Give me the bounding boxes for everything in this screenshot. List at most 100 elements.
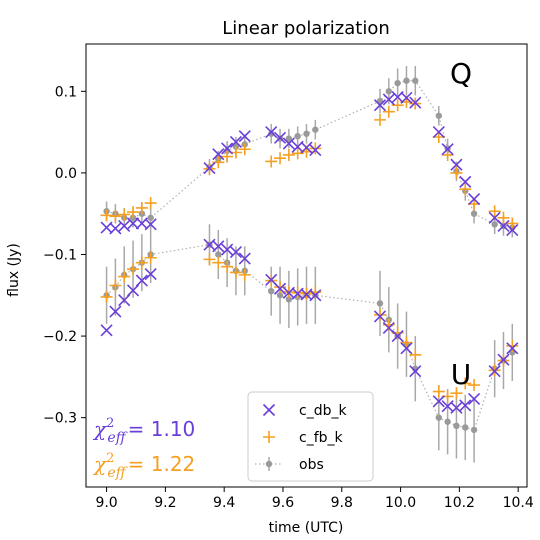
c-fb-k-q-point	[309, 142, 322, 155]
panel-label-u: U	[451, 358, 472, 391]
obs-u-point	[376, 300, 384, 307]
obs-u-point	[453, 422, 460, 430]
obs-q-point	[385, 88, 393, 95]
c-db-k-u-point	[100, 324, 113, 337]
chi-subscript: eff	[107, 465, 127, 481]
y-tick-label: 0.0	[55, 166, 77, 182]
c-db-k-u-point	[229, 245, 243, 259]
obs-u-point	[435, 414, 442, 421]
c-fb-k-q-point	[265, 155, 278, 168]
legend-label: c_fb_k	[299, 430, 344, 446]
x-tick-label: 9.8	[331, 495, 353, 511]
c-fb-k-q-point	[497, 211, 510, 224]
chi-value: = 1.10	[128, 417, 196, 441]
legend-entry-c-fb-k: c_fb_k	[263, 430, 344, 446]
obs-q-point	[147, 214, 154, 221]
obs-u-point	[444, 418, 451, 425]
legend-label: c_db_k	[299, 403, 347, 419]
c-db-k-u-point	[506, 342, 519, 355]
c-db-k-u-point	[212, 240, 225, 253]
x-axis-label: time (UTC)	[269, 520, 344, 536]
chi-subscript: eff	[107, 430, 127, 446]
x-tick-label: 10.4	[503, 495, 534, 511]
x-tick-label: 9.6	[272, 495, 294, 511]
x-tick-label: 9.4	[213, 495, 235, 511]
c-fb-k-u-point	[221, 260, 234, 273]
c-db-k-q-point	[273, 131, 287, 144]
c-fb-k-q-point	[374, 113, 386, 126]
c-fb-k-u-point	[400, 336, 413, 349]
obs-q-point	[394, 79, 401, 87]
c-db-k-q-point	[126, 217, 140, 230]
c-db-k-q-point	[221, 142, 234, 155]
c-fb-k-q-point	[441, 148, 454, 161]
c-db-k-u-point	[126, 284, 140, 297]
c-db-k-u-point	[391, 330, 404, 343]
c-db-k-u-point	[459, 399, 472, 412]
c-fb-k-u-point	[468, 379, 481, 392]
c-db-k-q-point	[432, 126, 445, 139]
obs-q-point	[303, 130, 310, 137]
obs-q-point	[268, 130, 275, 137]
c-db-k-u-point	[135, 274, 148, 287]
c-fb-k-u-point	[212, 256, 225, 269]
c-fb-k-u-point	[506, 339, 519, 352]
c-fb-k-u-point	[100, 290, 113, 303]
c-db-k-q-point	[282, 137, 295, 150]
c-db-k-u-point	[273, 282, 287, 295]
panel-label-q: Q	[450, 57, 472, 90]
axes-frame	[85, 43, 528, 488]
c-db-k-q-point	[382, 93, 395, 106]
c-fb-k-u-point	[118, 270, 131, 283]
c-fb-k-q-series	[100, 95, 519, 230]
c-db-k-q-point	[497, 219, 510, 232]
c-fb-k-q-point	[488, 205, 501, 218]
obs-u-line	[106, 244, 513, 431]
c-fb-k-u-point	[459, 377, 472, 390]
legend-marker	[262, 403, 276, 417]
c-db-k-u-point	[118, 294, 131, 307]
c-db-k-u-point	[488, 365, 501, 378]
x-tick-label: 9.0	[95, 495, 117, 511]
c-fb-k-q-point	[274, 152, 287, 165]
obs-u-point	[285, 296, 293, 303]
c-fb-k-q-point	[506, 217, 519, 230]
legend-box	[247, 391, 374, 482]
c-fb-k-u-point	[238, 268, 251, 281]
y-tick-label: 0.1	[55, 84, 77, 100]
c-db-k-q-point	[109, 222, 122, 235]
c-db-k-q-point	[373, 99, 387, 112]
c-db-k-u-point	[144, 268, 157, 281]
c-db-k-q-point	[118, 219, 131, 232]
c-db-k-u-point	[468, 392, 481, 405]
x-tick-label: 9.2	[154, 495, 176, 511]
c-db-k-q-point	[459, 175, 472, 188]
chi-superscript: 2	[106, 451, 114, 466]
y-tick-label: −0.3	[43, 411, 77, 427]
c-db-k-q-point	[238, 130, 251, 143]
c-fb-k-u-point	[127, 263, 140, 276]
obs-q-point	[312, 126, 319, 133]
c-db-k-u-point	[309, 289, 322, 302]
c-db-k-u-point	[221, 243, 234, 256]
obs-q-point	[491, 221, 498, 228]
c-db-k-u-point	[432, 395, 445, 408]
c-db-k-q-point	[229, 135, 243, 148]
c-fb-k-q-point	[127, 206, 140, 219]
y-tick-label: −0.1	[43, 247, 77, 263]
c-db-k-u-point	[497, 353, 510, 366]
c-db-k-q-point	[400, 91, 413, 104]
obs-u-point	[462, 424, 469, 431]
chi-superscript: 2	[106, 416, 114, 431]
c-db-k-u-point	[238, 252, 251, 265]
obs-q-point	[412, 77, 419, 84]
legend-entry-c-db-k: c_db_k	[262, 403, 347, 419]
c-db-k-q-point	[450, 158, 463, 171]
c-db-k-q-point	[144, 218, 157, 231]
c-fb-k-q-point	[109, 210, 122, 223]
c-db-k-q-point	[468, 192, 481, 206]
chi-squared-annotation: χ2 eff = 1.22	[92, 451, 195, 481]
obs-q-point	[403, 77, 410, 84]
